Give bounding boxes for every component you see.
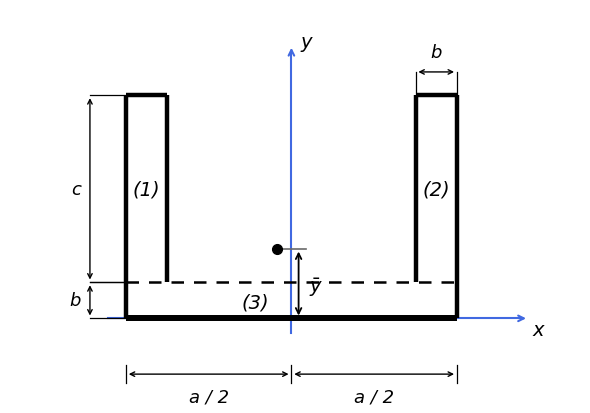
Text: (2): (2) <box>422 180 450 199</box>
Text: a / 2: a / 2 <box>189 388 229 406</box>
Text: b: b <box>431 44 442 62</box>
Text: (3): (3) <box>242 293 269 312</box>
Text: y: y <box>300 33 312 52</box>
Text: (1): (1) <box>133 180 160 199</box>
Text: $\bar{y}$: $\bar{y}$ <box>309 275 324 298</box>
Text: x: x <box>532 320 544 339</box>
Text: a / 2: a / 2 <box>354 388 394 406</box>
Text: b: b <box>70 292 81 310</box>
Text: c: c <box>71 180 81 198</box>
